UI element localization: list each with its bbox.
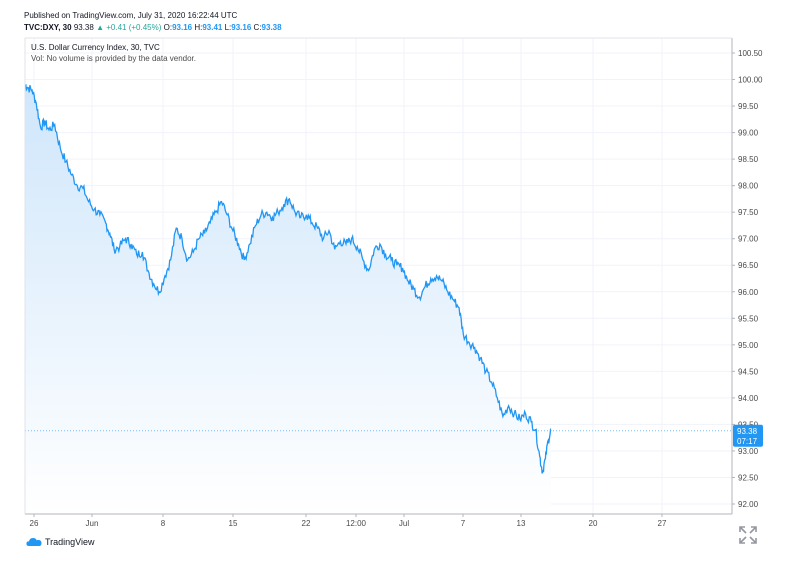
y-tick-label: 95.00 — [738, 341, 759, 350]
x-tick-label: 12:00 — [346, 519, 367, 528]
y-tick-label: 100.00 — [738, 76, 763, 85]
y-tick-label: 94.50 — [738, 367, 759, 376]
fullscreen-icon[interactable] — [738, 525, 758, 545]
tradingview-cloud-icon — [26, 538, 42, 546]
x-tick-label: 20 — [589, 519, 598, 528]
x-tick-label: Jun — [86, 519, 99, 528]
brand-name: TradingView — [45, 537, 95, 547]
high-label: H: — [194, 23, 203, 32]
price-area-fill — [25, 84, 551, 515]
x-axis[interactable]: 26 Jun 8 15 22 12:00 Jul 7 13 20 27 — [30, 514, 667, 528]
x-tick-label: 8 — [161, 519, 166, 528]
low-value: 93.16 — [231, 23, 252, 32]
x-tick-label: 26 — [30, 519, 39, 528]
x-tick-label: 15 — [229, 519, 238, 528]
y-tick-label: 97.50 — [738, 208, 759, 217]
y-tick-label: 100.50 — [738, 49, 763, 58]
low-label: L: — [224, 23, 232, 32]
badge-price: 93.38 — [737, 427, 758, 436]
open-label: O: — [163, 23, 173, 32]
last-price: 93.38 — [73, 23, 94, 32]
y-tick-label: 96.50 — [738, 261, 759, 270]
volume-note: Vol: No volume is provided by the data v… — [31, 54, 196, 63]
tradingview-logo[interactable]: TradingView — [26, 537, 95, 547]
badge-countdown: 07:17 — [737, 437, 758, 446]
x-tick-label: 7 — [461, 519, 466, 528]
price-line — [24, 83, 552, 474]
open-value: 93.16 — [172, 23, 193, 32]
price-change: +0.41 (+0.45%) — [106, 23, 162, 32]
y-tick-label: 97.00 — [738, 235, 759, 244]
y-tick-label: 92.50 — [738, 473, 759, 482]
symbol-name: TVC:DXY, 30 — [24, 23, 72, 32]
up-triangle-icon: ▲ — [96, 23, 104, 32]
y-tick-label: 98.50 — [738, 155, 759, 164]
y-tick-label: 99.50 — [738, 102, 759, 111]
y-tick-label: 98.00 — [738, 182, 759, 191]
price-badge-bg — [733, 424, 763, 447]
symbol-header: TVC:DXY, 30 93.38 ▲ +0.41 (+0.45%) O:93.… — [24, 23, 282, 32]
x-tick-label: 22 — [302, 519, 311, 528]
x-tick-label: Jul — [399, 519, 409, 528]
y-tick-label: 95.50 — [738, 314, 759, 323]
y-tick-label: 93.00 — [738, 447, 759, 456]
published-info: Published on TradingView.com, July 31, 2… — [24, 11, 238, 20]
close-value: 93.38 — [261, 23, 282, 32]
y-tick-label: 94.00 — [738, 394, 759, 403]
close-label: C: — [253, 23, 262, 32]
y-tick-label: 92.00 — [738, 500, 759, 509]
x-tick-label: 27 — [658, 519, 667, 528]
y-axis[interactable]: 100.50 100.00 99.50 99.00 98.50 98.00 97.50 97.… — [732, 49, 763, 509]
y-tick-label: 96.00 — [738, 288, 759, 297]
y-tick-label: 99.00 — [738, 129, 759, 138]
x-tick-label: 13 — [517, 519, 526, 528]
high-value: 93.41 — [202, 23, 223, 32]
series-legend-title[interactable]: U.S. Dollar Currency Index, 30, TVC — [31, 43, 160, 52]
